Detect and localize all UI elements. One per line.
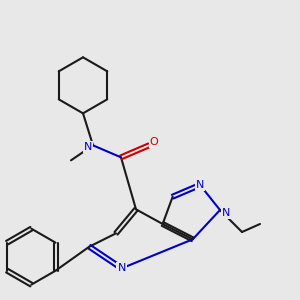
Text: N: N [118,263,126,273]
Text: O: O [150,137,158,147]
Text: N: N [84,142,92,152]
Text: N: N [222,208,230,218]
Text: N: N [196,180,204,190]
